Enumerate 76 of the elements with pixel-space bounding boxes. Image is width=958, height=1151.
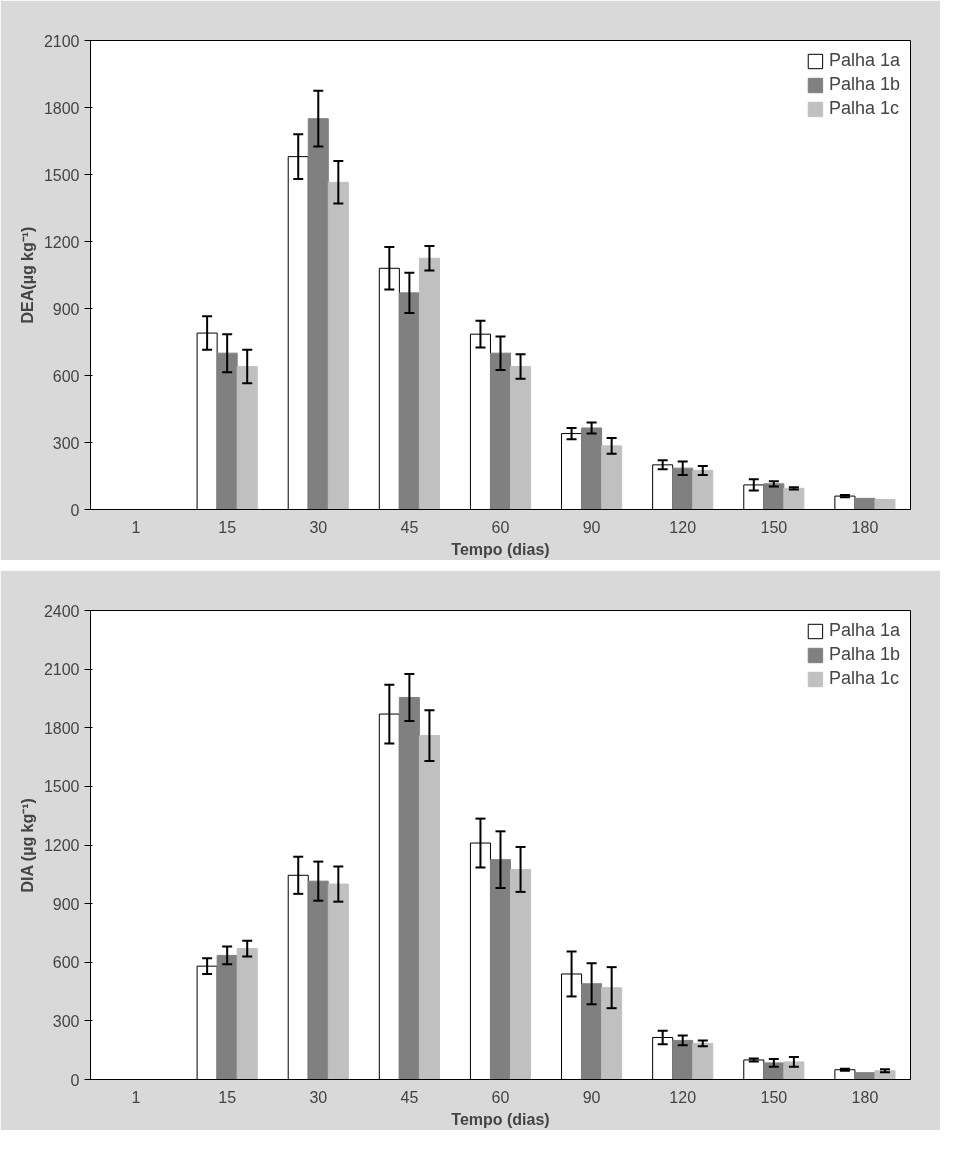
- y-tick-label: 2100: [43, 661, 80, 679]
- bar: [672, 467, 694, 510]
- bar: [327, 181, 349, 510]
- legend-label: Palha 1b: [828, 644, 900, 665]
- y-tick-label: 900: [52, 895, 80, 913]
- x-tick-label: 90: [582, 1088, 601, 1106]
- bar: [783, 487, 805, 510]
- bar: [510, 868, 532, 1080]
- bar: [692, 469, 714, 510]
- legend-label: Palha 1c: [828, 98, 899, 119]
- bar: [216, 352, 238, 510]
- bar: [692, 1042, 714, 1080]
- y-tick-label: 0: [70, 501, 80, 519]
- bar: [601, 987, 623, 1080]
- x-tick-label: 120: [669, 1088, 697, 1106]
- x-axis-title: Tempo (dias): [451, 540, 550, 558]
- legend-label: Palha 1a: [828, 50, 900, 71]
- bar: [783, 1061, 805, 1080]
- x-tick-label: 15: [218, 518, 237, 536]
- x-tick-label: 1: [131, 1088, 141, 1106]
- bar: [216, 954, 238, 1080]
- bar: [398, 292, 420, 510]
- x-tick-label: 1: [131, 518, 141, 536]
- bar: [763, 1062, 785, 1080]
- bar: [854, 497, 876, 510]
- bar: [398, 696, 420, 1080]
- x-tick-label: 60: [491, 518, 510, 536]
- bar: [581, 983, 603, 1080]
- y-tick-label: 300: [52, 1012, 80, 1030]
- x-tick-label: 180: [851, 1088, 879, 1106]
- x-tick-label: 180: [851, 518, 879, 536]
- bar: [307, 118, 329, 510]
- y-tick-label: 1200: [43, 233, 80, 251]
- x-tick-label: 90: [582, 518, 601, 536]
- x-tick-label: 45: [400, 1088, 419, 1106]
- bar: [581, 427, 603, 510]
- bar: [672, 1039, 694, 1080]
- x-tick-label: 60: [491, 1088, 510, 1106]
- bar: [327, 883, 349, 1080]
- bar: [601, 445, 623, 510]
- x-tick-label: 30: [309, 1088, 328, 1106]
- y-tick-label: 300: [52, 434, 80, 452]
- x-tick-label: 45: [400, 518, 419, 536]
- bar: [763, 483, 785, 510]
- bar: [510, 366, 532, 510]
- bar: [489, 352, 512, 510]
- bar: [307, 880, 329, 1080]
- bar: [236, 366, 258, 510]
- x-tick-label: 120: [669, 518, 697, 536]
- y-axis-title: DEA(µg kg⁻¹): [18, 226, 36, 324]
- y-tick-label: 1800: [43, 99, 80, 117]
- bar: [236, 948, 258, 1080]
- y-tick-label: 600: [52, 367, 80, 385]
- bar: [874, 498, 896, 510]
- x-axis-title: Tempo (dias): [451, 1110, 550, 1128]
- x-tick-label: 30: [309, 518, 328, 536]
- y-tick-label: 1500: [43, 166, 80, 184]
- legend-label: Palha 1a: [828, 620, 900, 641]
- legend-label: Palha 1c: [828, 668, 899, 689]
- y-tick-label: 1800: [43, 719, 80, 737]
- y-tick-label: 2400: [43, 602, 80, 620]
- bar: [489, 859, 512, 1080]
- bar: [854, 1072, 876, 1080]
- y-tick-label: 600: [52, 954, 80, 972]
- x-tick-label: 150: [760, 1088, 788, 1106]
- bar: [418, 257, 440, 510]
- y-tick-label: 1500: [43, 778, 80, 796]
- y-tick-label: 900: [52, 300, 80, 318]
- y-tick-label: 1200: [43, 837, 80, 854]
- y-tick-label: 0: [70, 1071, 80, 1089]
- y-axis-title: DIA (µg kg⁻¹): [18, 798, 36, 893]
- bar: [418, 735, 440, 1080]
- legend-label: Palha 1b: [828, 74, 900, 95]
- y-tick-label: 2100: [43, 32, 80, 50]
- x-tick-label: 15: [218, 1088, 237, 1106]
- x-tick-label: 150: [760, 518, 788, 536]
